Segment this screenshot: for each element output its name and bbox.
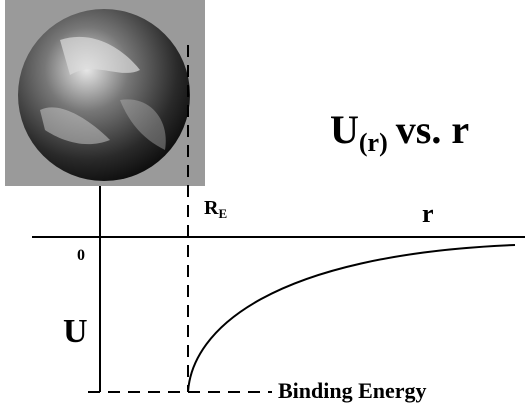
title-rest: vs. r [396,107,469,152]
earth-radius-label: RE [204,197,227,221]
x-axis-label: r [422,199,434,228]
potential-curve [188,245,515,392]
zero-label: 0 [77,247,85,264]
title-subscript: (r) [359,128,388,157]
earth-image [5,0,205,186]
earth-radius-subscript: E [218,206,227,221]
title: U(r) vs. r [330,107,469,157]
diagram: U(r)vs. r RE r 0 U Binding Energy [0,0,529,407]
y-axis-label: U [63,313,88,350]
binding-energy-label: Binding Energy [278,378,427,403]
earth-radius-main: R [204,197,219,219]
title-main: U [330,107,359,152]
